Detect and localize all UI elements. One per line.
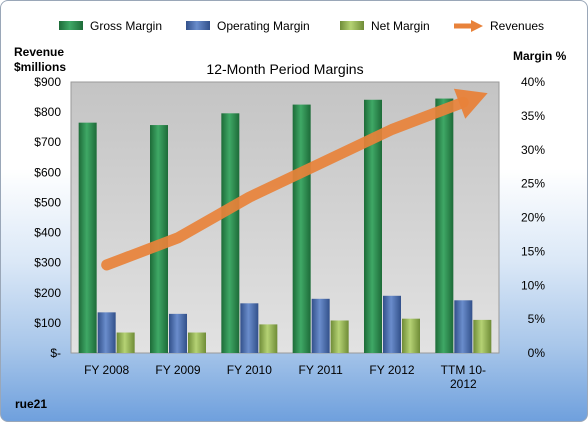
revenue-trend: [101, 88, 488, 271]
right-tick-label: 40%: [521, 75, 545, 89]
bar-net-margin: [259, 324, 278, 353]
bar-net-margin: [402, 318, 420, 353]
left-tick-label: $100: [34, 316, 61, 330]
bar-net-margin: [473, 319, 492, 353]
right-tick-label: 10%: [521, 278, 545, 292]
revenue-trend-arrowhead: [453, 88, 488, 119]
legend-label-revenues: Revenues: [490, 19, 544, 33]
bar-operating-margin: [169, 313, 187, 353]
bar-net-margin: [188, 332, 206, 353]
left-tick-label: $300: [34, 256, 61, 270]
legend-label-net-margin: Net Margin: [371, 19, 430, 33]
left-tick-label: $800: [34, 105, 61, 119]
bar-operating-margin: [311, 298, 330, 353]
bar-operating-margin: [383, 295, 401, 353]
left-tick-label: $700: [34, 135, 61, 149]
chart-title: 12-Month Period Margins: [206, 61, 363, 77]
x-tick-label: FY 2009: [155, 363, 200, 377]
right-tick-label: 5%: [528, 312, 546, 326]
x-tick-label: TTM 10-: [441, 363, 486, 377]
bar-gross-margin: [364, 99, 382, 353]
legend-label-gross-margin: Gross Margin: [90, 19, 162, 33]
legend-swatch-gross-margin: [59, 21, 83, 30]
bar-net-margin: [330, 320, 349, 353]
left-axis-ticks: $- $100 $200 $300 $400 $500 $600 $700 $800 $900: [34, 75, 61, 360]
x-tick-label: FY 2008: [84, 363, 129, 377]
right-axis-title: Margin %: [513, 49, 567, 63]
x-tick-label: FY 2011: [299, 363, 344, 377]
bars: [78, 98, 492, 354]
legend-swatch-net-margin: [340, 21, 364, 30]
revenue-trend-line: [101, 96, 469, 271]
bar-gross-margin: [221, 113, 240, 353]
left-tick-label: $200: [34, 286, 61, 300]
plot-area: [70, 81, 500, 354]
right-tick-label: 25%: [521, 177, 545, 191]
legend-label-operating-margin: Operating Margin: [217, 19, 310, 33]
footnote: rue21: [15, 397, 47, 411]
left-axis-title-line-2: $millions: [14, 60, 66, 74]
right-tick-label: 20%: [521, 211, 545, 225]
bar-gross-margin: [78, 122, 97, 354]
right-tick-label: 30%: [521, 143, 545, 157]
x-axis-labels: FY 2008 FY 2009 FY 2010 FY 2011 FY 2012 TTM 1…: [84, 363, 486, 391]
legend-arrowhead-revenues: [471, 20, 483, 32]
left-tick-label: $400: [34, 226, 61, 240]
legend: Gross Margin Operating Margin Net Margin…: [59, 19, 544, 33]
x-tick-label: FY 2010: [227, 363, 272, 377]
left-tick-label: $-: [50, 346, 61, 360]
left-tick-label: $500: [34, 195, 61, 209]
bar-net-margin: [116, 332, 135, 353]
left-tick-label: $900: [34, 75, 61, 89]
legend-swatch-operating-margin: [186, 21, 210, 30]
right-tick-label: 0%: [528, 346, 546, 360]
right-axis-ticks: 0% 5% 10% 15% 20% 25% 30% 35% 40%: [521, 75, 545, 360]
left-tick-label: $600: [34, 165, 61, 179]
bar-gross-margin: [435, 98, 454, 353]
bar-gross-margin: [292, 104, 311, 353]
right-tick-label: 35%: [521, 109, 545, 123]
bar-operating-margin: [454, 300, 473, 353]
bar-operating-margin: [97, 312, 116, 353]
right-tick-label: 15%: [521, 244, 545, 258]
x-tick-label: 2012: [450, 377, 477, 391]
x-tick-label: FY 2012: [369, 363, 414, 377]
bar-operating-margin: [240, 303, 259, 353]
bar-gross-margin: [150, 125, 168, 353]
left-axis-title-line-1: Revenue: [14, 45, 64, 59]
